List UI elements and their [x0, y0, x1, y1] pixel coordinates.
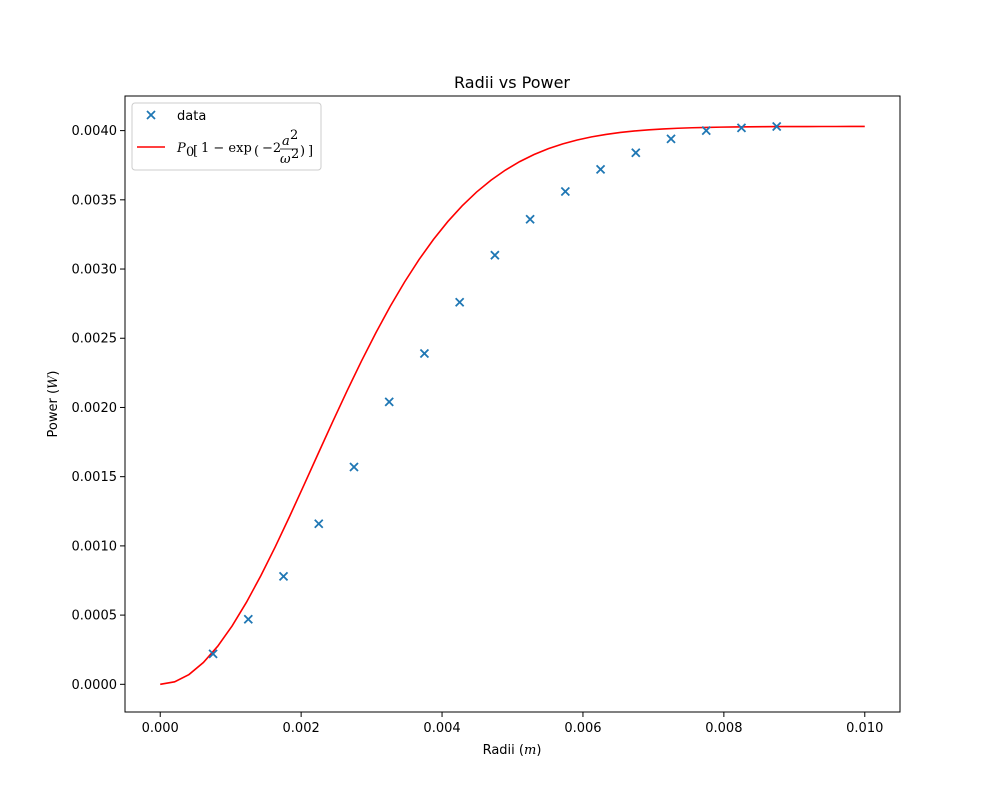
- legend-label-data: data: [177, 109, 206, 124]
- legend-box: [131, 102, 322, 171]
- svg-text:2: 2: [290, 128, 298, 143]
- data-point: [243, 614, 253, 624]
- data-point: [384, 397, 394, 407]
- x-tick-label: 0.004: [423, 721, 460, 736]
- svg-text:a: a: [282, 134, 290, 149]
- svg-text:0: 0: [186, 145, 194, 160]
- y-axis-unit: W: [46, 374, 61, 389]
- data-point: [701, 125, 711, 136]
- x-axis-label-text: Radii: [483, 743, 515, 758]
- fit-curve-line: [160, 125, 865, 686]
- data-point: [595, 164, 606, 175]
- y-tick-label: 0.0035: [72, 193, 118, 208]
- data-point: [666, 134, 676, 144]
- data-point: [490, 250, 500, 260]
- data-point: [736, 123, 747, 133]
- x-tick-label: 0.006: [564, 721, 601, 736]
- x-axis-unit: m: [524, 743, 536, 758]
- y-tick-label: 0.0005: [72, 609, 118, 624]
- svg-text:ω: ω: [280, 152, 291, 167]
- data-point: [349, 462, 359, 472]
- x-tick-label: 0.000: [142, 721, 179, 736]
- y-tick-label: 0.0040: [72, 124, 118, 139]
- x-tick-label: 0.008: [705, 721, 742, 736]
- series-layer: [160, 121, 865, 686]
- data-point: [631, 148, 641, 158]
- y-tick-label: 0.0010: [72, 539, 118, 554]
- svg-text:1 − exp: 1 − exp: [201, 141, 252, 156]
- x-axis-ticks: 0.000 0.002 0.004 0.006 0.008 0.010: [142, 712, 883, 736]
- chart-title: Radii vs Power: [454, 73, 570, 92]
- data-point: [525, 214, 535, 224]
- y-axis-label: Power (W): [46, 371, 61, 438]
- x-tick-label: 0.002: [283, 721, 320, 736]
- data-point: [772, 121, 782, 132]
- data-point: [314, 519, 324, 529]
- y-axis-label-text: Power: [46, 398, 61, 438]
- data-point: [208, 649, 218, 659]
- y-tick-label: 0.0030: [72, 263, 118, 278]
- plot-frame: [124, 95, 901, 713]
- y-tick-label: 0.0000: [72, 678, 118, 693]
- y-tick-label: 0.0015: [72, 470, 118, 485]
- y-axis-ticks: 0.0000 0.0005 0.0010 0.0015 0.0020 0.0025 0.00…: [72, 124, 125, 693]
- svg-text:P: P: [176, 141, 186, 156]
- y-tick-label: 0.0025: [72, 332, 118, 347]
- data-point: [419, 348, 430, 359]
- svg-text:[: [: [193, 144, 198, 159]
- svg-text:): ): [300, 144, 305, 159]
- x-tick-label: 0.010: [846, 721, 883, 736]
- svg-text:]: ]: [308, 144, 313, 159]
- legend-marker-data: [146, 110, 156, 120]
- data-point: [278, 571, 289, 581]
- data-point: [560, 186, 570, 197]
- x-axis-label: Radii (m): [483, 743, 542, 758]
- y-tick-label: 0.0020: [72, 401, 118, 416]
- svg-text:−2: −2: [262, 141, 281, 156]
- data-point: [455, 297, 465, 307]
- legend: data P 0 [ 1 − exp ( −2 a 2 ω 2 ) ]: [131, 102, 322, 171]
- legend-label-fit: P 0 [ 1 − exp ( −2 a 2 ω 2 ) ]: [176, 128, 313, 167]
- svg-text:(: (: [254, 144, 259, 159]
- svg-text:2: 2: [291, 147, 299, 162]
